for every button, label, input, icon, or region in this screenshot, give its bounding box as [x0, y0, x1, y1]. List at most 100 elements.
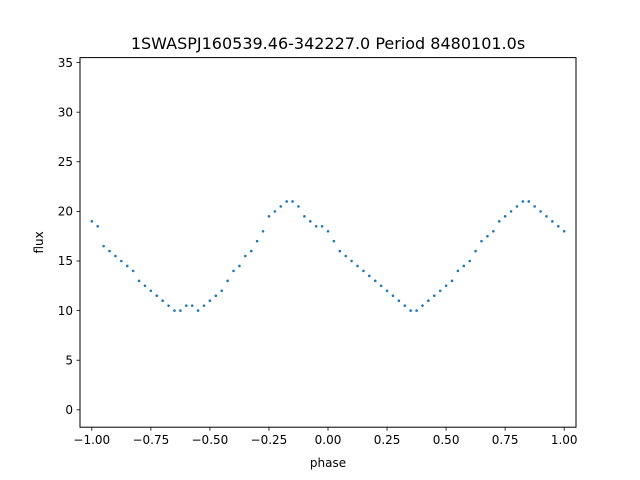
data-point [208, 299, 212, 302]
data-point [114, 254, 117, 258]
x-tick-label: 1.00 [551, 433, 578, 447]
data-point [90, 220, 94, 223]
data-point [214, 294, 218, 298]
data-point [421, 304, 424, 307]
data-point [196, 309, 200, 312]
data-point [125, 264, 129, 268]
data-point [551, 220, 554, 223]
y-tick-label: 30 [58, 105, 73, 119]
y-tick-label: 10 [58, 304, 73, 318]
data-point [379, 284, 383, 288]
data-point [244, 254, 247, 258]
y-tick-label: 25 [58, 155, 73, 169]
data-point [226, 279, 229, 283]
y-tick-label: 20 [58, 205, 73, 219]
x-axis-label: phase [310, 456, 346, 470]
data-point [338, 249, 342, 253]
data-point [503, 215, 507, 218]
x-tick-label: −0.50 [192, 433, 229, 447]
data-point [397, 299, 401, 302]
x-tick-label: 0.25 [374, 433, 401, 447]
data-point [539, 210, 542, 213]
data-point [249, 249, 253, 253]
y-tick-label: 5 [65, 353, 73, 367]
data-point [533, 205, 536, 208]
data-point [350, 259, 353, 263]
x-tick-label: −0.75 [132, 433, 169, 447]
data-point [474, 249, 477, 253]
data-point [545, 215, 548, 218]
data-point [267, 215, 271, 218]
data-point [444, 284, 448, 288]
x-tick-label: 0.50 [433, 433, 460, 447]
data-point [456, 269, 460, 273]
data-point [527, 200, 531, 203]
data-point [486, 234, 489, 238]
data-point [308, 220, 312, 223]
data-point [291, 200, 294, 203]
data-point [326, 229, 330, 233]
data-point [108, 249, 111, 253]
data-point [297, 205, 300, 208]
data-point [391, 294, 395, 298]
data-point [232, 269, 235, 273]
x-axis: −1.00 −0.75 −0.50 −0.25 0.00 0.25 0.50 0.75 1.00 [73, 427, 578, 447]
data-point [356, 264, 359, 268]
data-point [238, 264, 241, 268]
data-point [279, 205, 283, 208]
data-point [515, 205, 519, 208]
data-point [190, 304, 194, 307]
y-tick-label: 0 [65, 403, 73, 417]
y-tick-label: 15 [58, 254, 73, 268]
y-axis-label: flux [32, 231, 46, 253]
x-tick-label: 0.00 [315, 433, 342, 447]
data-point [285, 200, 288, 203]
data-point [432, 294, 436, 298]
data-point [468, 259, 472, 263]
data-point [415, 309, 418, 312]
data-point [320, 224, 324, 228]
data-point [255, 239, 259, 243]
data-point [450, 279, 454, 283]
data-point [149, 289, 153, 293]
data-point [373, 279, 377, 283]
data-point [161, 299, 164, 302]
data-point [462, 264, 466, 268]
data-point [368, 274, 371, 278]
y-tick-label: 35 [58, 56, 73, 70]
data-point [492, 229, 495, 233]
data-point [261, 229, 265, 233]
x-tick-label: 0.75 [492, 433, 519, 447]
data-point [131, 269, 135, 273]
data-point [96, 224, 100, 228]
x-tick-label: −0.25 [251, 433, 288, 447]
data-point [184, 304, 188, 307]
x-tick-label: −1.00 [73, 433, 110, 447]
data-point [385, 289, 389, 293]
data-point [521, 200, 525, 203]
data-point [155, 294, 159, 298]
data-point [220, 289, 224, 293]
data-point [120, 259, 123, 263]
data-point [179, 309, 182, 312]
data-point [403, 304, 407, 307]
data-point [102, 244, 105, 248]
data-point [409, 309, 412, 312]
data-point [480, 239, 483, 243]
data-point [427, 299, 430, 302]
data-point [438, 289, 442, 293]
data-point [362, 269, 365, 273]
data-point [303, 215, 306, 218]
data-point [332, 239, 336, 243]
data-point [344, 254, 348, 258]
data-point [273, 210, 277, 213]
data-point [314, 224, 318, 228]
chart-title: 1SWASPJ160539.46-342227.0 Period 8480101… [131, 34, 525, 53]
data-point [509, 210, 513, 213]
data-point [497, 220, 501, 223]
data-point [137, 279, 141, 283]
data-point [556, 224, 560, 228]
data-point [562, 229, 566, 233]
